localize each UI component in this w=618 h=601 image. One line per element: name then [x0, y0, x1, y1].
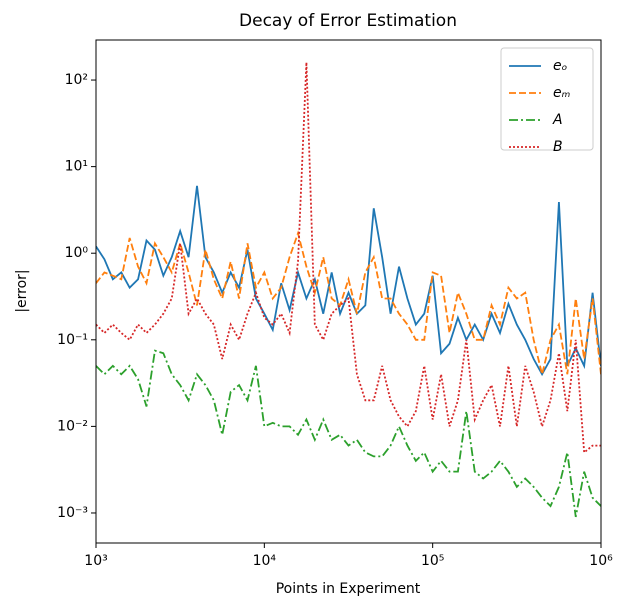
- series-line: [96, 349, 601, 518]
- series-line: [96, 62, 601, 455]
- chart-title: Decay of Error Estimation: [239, 11, 457, 31]
- legend-label: eₘ: [553, 85, 571, 101]
- legend-label: A: [552, 112, 563, 128]
- y-tick-label: 10⁻³: [57, 505, 88, 521]
- y-tick-label: 10⁰: [65, 245, 89, 261]
- legend-label: eₒ: [553, 58, 568, 74]
- legend-box: [500, 47, 594, 151]
- x-tick-label: 10⁴: [253, 553, 277, 569]
- y-tick-label: 10⁻¹: [57, 332, 88, 348]
- y-tick-label: 10²: [65, 72, 88, 88]
- y-tick-label: 10⁻²: [57, 418, 88, 434]
- x-tick-label: 10⁵: [421, 553, 444, 569]
- y-axis-label: |error|: [14, 269, 30, 312]
- plot-frame: [95, 39, 602, 544]
- x-tick-label: 10³: [84, 553, 107, 569]
- series-line: [96, 230, 601, 375]
- plot-lines: [96, 62, 601, 518]
- legend-label: B: [553, 139, 563, 155]
- x-tick-label: 10⁶: [589, 553, 613, 569]
- series-line: [96, 185, 601, 377]
- y-tick-label: 10¹: [65, 159, 88, 175]
- x-axis-label: Points in Experiment: [276, 581, 421, 597]
